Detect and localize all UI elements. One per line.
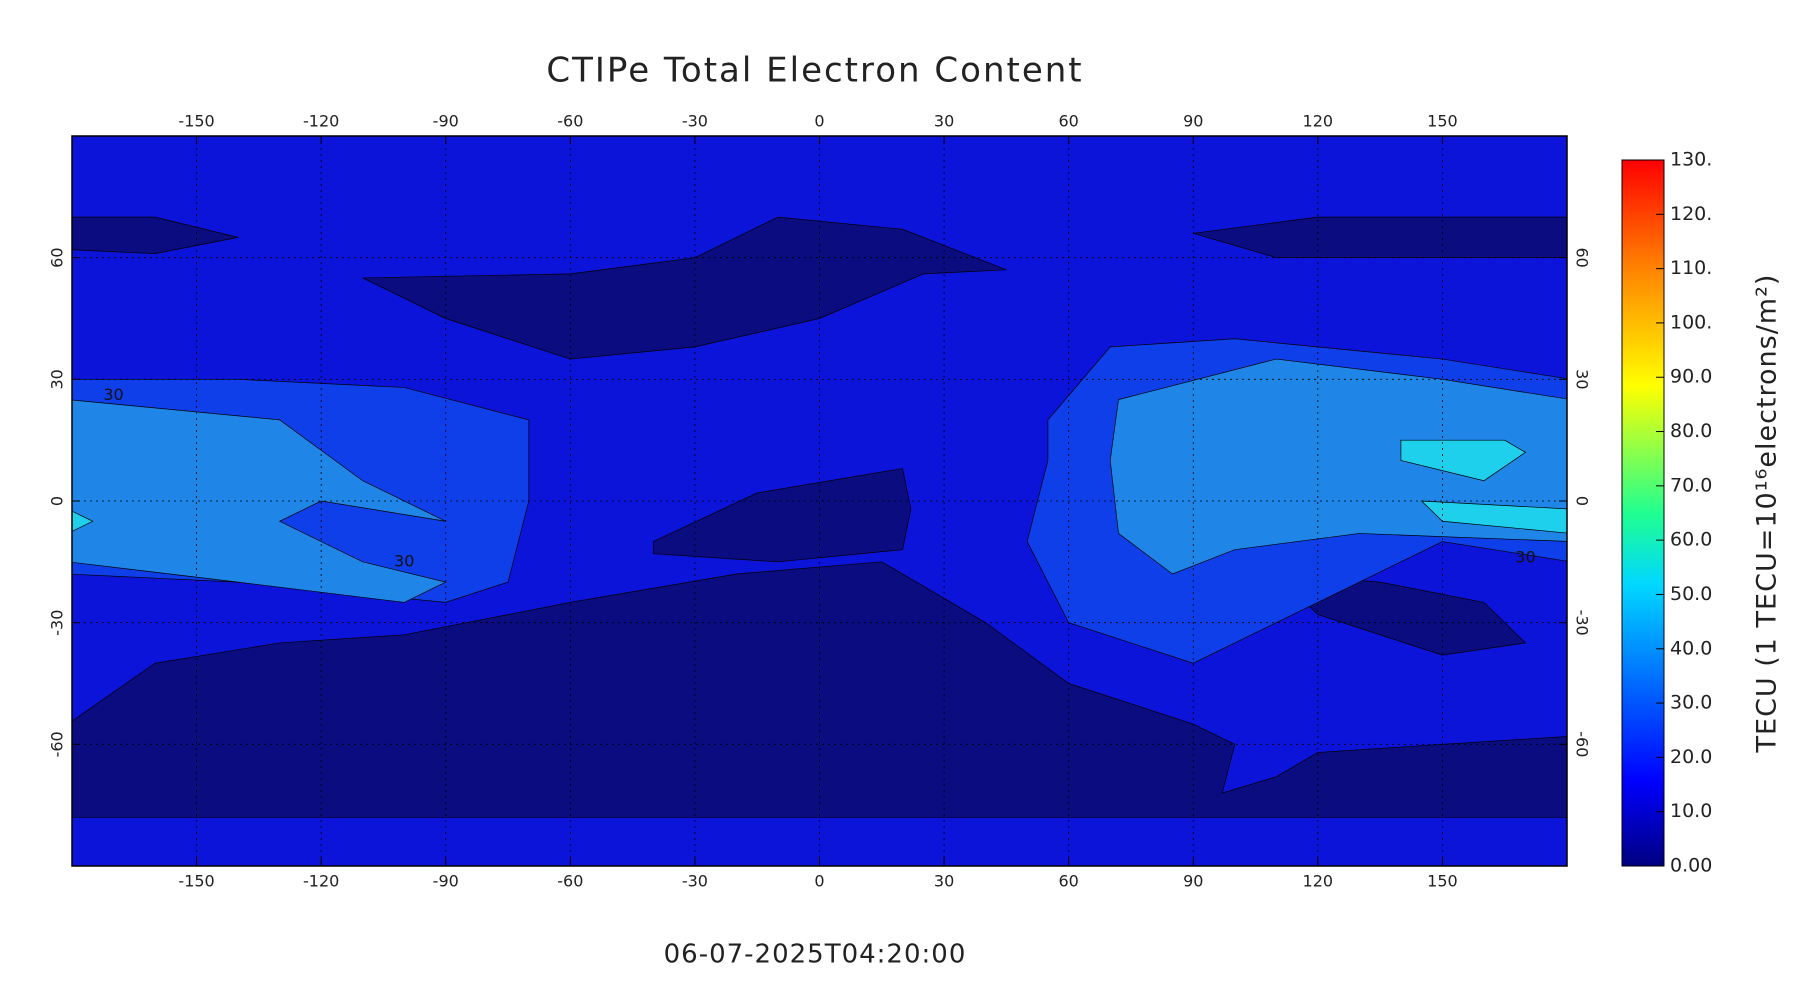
- colorbar-tick-label: 80.0: [1670, 420, 1712, 442]
- colorbar-tick-label: 20.0: [1670, 746, 1712, 768]
- contour-region: [72, 509, 93, 533]
- colorbar-tick-label: 90.0: [1670, 366, 1712, 388]
- contour-region: [1193, 217, 1567, 258]
- x-tick-label-top: -60: [557, 112, 583, 131]
- colorbar-tick-label: 40.0: [1670, 637, 1712, 659]
- contour-region: [653, 469, 910, 562]
- colorbar-tick-label: 100.: [1670, 311, 1712, 333]
- y-tick-label-right: -30: [1573, 610, 1592, 636]
- y-tick-label-right: 0: [1573, 496, 1592, 506]
- x-tick-label-bottom: 30: [934, 872, 954, 891]
- x-tick-label-top: 60: [1058, 112, 1078, 131]
- x-tick-label-top: -150: [178, 112, 214, 131]
- x-tick-label-top: -120: [303, 112, 339, 131]
- colorbar-tick-label: 60.0: [1670, 529, 1712, 551]
- timestamp: 06-07-2025T04:20:00: [664, 940, 967, 970]
- colorbar-tick-label: 50.0: [1670, 583, 1712, 605]
- axes: -150 -150 -120 -120 -90 -90 -60 -60 -30 -30 0 0 30 30…: [48, 112, 1592, 891]
- x-tick-label-bottom: -120: [303, 872, 339, 891]
- title: CTIPe Total Electron Content: [546, 51, 1083, 91]
- y-tick-label-left: 60: [48, 247, 67, 267]
- y-tick-label-left: 30: [48, 369, 67, 389]
- x-tick-label-bottom: 90: [1183, 872, 1203, 891]
- x-tick-label-top: 120: [1303, 112, 1334, 131]
- colorbar-ticks: 0.00 10.0 20.0 30.0 40.0 50.0 60.0 70.0 80.0 90.0…: [1656, 149, 1712, 877]
- x-tick-label-bottom: -30: [682, 872, 708, 891]
- colorbar: [1621, 159, 1665, 867]
- x-tick-label-bottom: 60: [1058, 872, 1078, 891]
- colorbar-label: TECU (1 TECU=10¹⁶electrons/m²): [1752, 274, 1783, 754]
- y-tick-label-right: -60: [1573, 731, 1592, 757]
- contour-region: [1276, 574, 1525, 655]
- x-tick-label-top: 90: [1183, 112, 1203, 131]
- y-tick-label-left: -30: [48, 610, 67, 636]
- contour-region: [1401, 440, 1526, 481]
- x-tick-label-top: -30: [682, 112, 708, 131]
- x-tick-label-bottom: -90: [433, 872, 459, 891]
- colorbar-tick-label: 0.00: [1670, 855, 1712, 877]
- colorbar-tick-label: 10.0: [1670, 800, 1712, 822]
- x-tick-label-bottom: -60: [557, 872, 583, 891]
- x-tick-label-top: 0: [814, 112, 824, 131]
- x-tick-label-top: -90: [433, 112, 459, 131]
- y-tick-label-right: 30: [1573, 369, 1592, 389]
- contour-region: [1422, 501, 1567, 533]
- x-tick-label-top: 150: [1427, 112, 1458, 131]
- contour-label: 30: [394, 551, 414, 570]
- x-tick-label-top: 30: [934, 112, 954, 131]
- x-tick-label-bottom: -150: [178, 872, 214, 891]
- x-tick-label-bottom: 0: [814, 872, 824, 891]
- y-tick-label-left: -60: [48, 731, 67, 757]
- contour-region: [363, 217, 1007, 359]
- colorbar-tick-label: 110.: [1670, 257, 1712, 279]
- contour-label: 30: [103, 385, 123, 404]
- y-tick-label-right: 60: [1573, 247, 1592, 267]
- colorbar-tick-label: 70.0: [1670, 474, 1712, 496]
- y-tick-label-left: 0: [48, 496, 67, 506]
- contour-label: 30: [1515, 547, 1535, 566]
- grid: [72, 136, 1567, 866]
- map-area: [72, 136, 1567, 866]
- x-tick-label-bottom: 120: [1303, 872, 1334, 891]
- colorbar-tick-label: 30.0: [1670, 692, 1712, 714]
- colorbar-tick-label: 120.: [1670, 203, 1712, 225]
- x-tick-label-bottom: 150: [1427, 872, 1458, 891]
- colorbar-tick-label: 130.: [1670, 149, 1712, 171]
